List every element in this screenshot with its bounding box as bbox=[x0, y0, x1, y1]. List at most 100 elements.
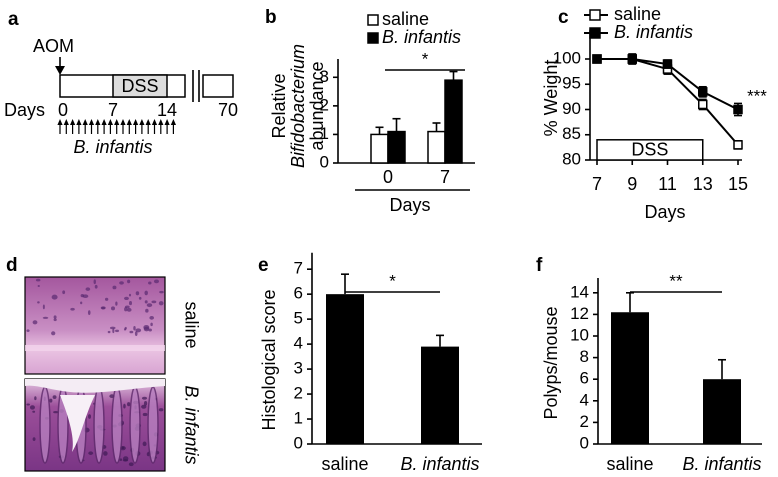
bar bbox=[387, 130, 406, 164]
x-tick-label: 0 bbox=[383, 167, 393, 187]
panel-letter: d bbox=[6, 255, 18, 276]
marker bbox=[592, 54, 602, 64]
crypt bbox=[111, 386, 123, 464]
y-tick-label: 85 bbox=[562, 124, 581, 143]
arrow-head bbox=[158, 119, 164, 125]
nucleus bbox=[62, 290, 66, 295]
day-tick: 70 bbox=[218, 100, 238, 120]
arrow-head bbox=[126, 119, 132, 125]
nucleus bbox=[32, 410, 36, 413]
nucleus bbox=[138, 296, 142, 300]
panel-letter: e bbox=[258, 255, 269, 276]
crypt bbox=[93, 386, 105, 464]
nucleus bbox=[88, 414, 92, 419]
y-tick-label: 2 bbox=[320, 95, 329, 114]
marker bbox=[733, 104, 743, 115]
nucleus bbox=[148, 328, 152, 332]
panel-letter: f bbox=[536, 255, 543, 276]
nucleus bbox=[129, 330, 134, 334]
x-tick-label: saline bbox=[606, 454, 653, 474]
x-tick-label: 9 bbox=[627, 174, 637, 194]
nucleus bbox=[26, 403, 30, 406]
x-tick-label: B. infantis bbox=[682, 454, 761, 474]
y-tick-label: 10 bbox=[570, 325, 589, 344]
nucleus bbox=[87, 310, 91, 315]
nucleus bbox=[100, 306, 106, 310]
arrow-head bbox=[120, 119, 126, 125]
nucleus bbox=[134, 331, 138, 336]
muscle-layer bbox=[25, 345, 165, 351]
y-tick-label: 3 bbox=[294, 359, 303, 378]
nucleus bbox=[127, 279, 131, 284]
significance-label: * bbox=[422, 49, 429, 68]
bar bbox=[611, 312, 649, 444]
nucleus bbox=[126, 402, 131, 407]
arrow-head bbox=[145, 119, 151, 125]
nucleus bbox=[141, 396, 148, 400]
nucleus bbox=[153, 279, 160, 284]
y-tick-label: 4 bbox=[580, 390, 589, 409]
panel-letter: c bbox=[558, 7, 569, 28]
nucleus bbox=[135, 291, 140, 296]
nucleus bbox=[109, 326, 116, 330]
nucleus bbox=[53, 318, 57, 322]
legend-swatch bbox=[367, 14, 379, 26]
significance-label: * bbox=[389, 271, 396, 290]
x-axis-label: Days bbox=[644, 202, 685, 222]
legend-swatch bbox=[367, 32, 379, 44]
arrow-head bbox=[88, 119, 95, 125]
nucleus bbox=[119, 458, 123, 461]
crypt bbox=[147, 386, 159, 464]
nucleus bbox=[49, 398, 53, 403]
nucleus bbox=[158, 301, 164, 306]
x-tick-label: 7 bbox=[592, 174, 602, 194]
nucleus bbox=[34, 396, 37, 401]
nucleus bbox=[53, 315, 57, 319]
arrow-head bbox=[82, 119, 88, 125]
nucleus bbox=[110, 306, 116, 311]
x-axis-label: Days bbox=[389, 195, 430, 215]
legend-swatch bbox=[589, 27, 601, 39]
bar bbox=[703, 379, 741, 444]
y-tick-label: 95 bbox=[562, 74, 581, 93]
treatment-label: B. infantis bbox=[73, 137, 152, 157]
days-label: Days bbox=[4, 100, 45, 120]
nucleus bbox=[115, 301, 118, 306]
nucleus bbox=[42, 316, 49, 319]
gavage-arrows bbox=[57, 119, 176, 134]
nucleus bbox=[70, 307, 75, 311]
panel-d: d saline B. infantis bbox=[6, 255, 201, 472]
x-tick-label: saline bbox=[321, 454, 368, 474]
nucleus bbox=[124, 296, 129, 301]
arrow-head bbox=[114, 119, 120, 125]
y-axis-label: Bifidobacterium bbox=[288, 44, 308, 168]
y-tick-label: 4 bbox=[294, 334, 303, 353]
day-tick: 14 bbox=[157, 100, 177, 120]
legend-label: saline bbox=[614, 4, 661, 24]
y-tick-label: 12 bbox=[570, 304, 589, 323]
x-tick-label: 7 bbox=[440, 167, 450, 187]
day-tick: 7 bbox=[108, 100, 118, 120]
lumen bbox=[25, 379, 165, 393]
nucleus bbox=[123, 403, 126, 409]
nucleus bbox=[112, 285, 117, 290]
timeline-box bbox=[202, 74, 234, 98]
y-tick-label: 5 bbox=[294, 309, 303, 328]
nucleus bbox=[141, 404, 147, 409]
nucleus bbox=[148, 281, 152, 285]
nucleus bbox=[122, 459, 129, 462]
nucleus bbox=[80, 293, 85, 298]
y-tick-label: 14 bbox=[570, 282, 589, 301]
nucleus bbox=[128, 300, 132, 306]
y-tick-label: 3 bbox=[320, 67, 329, 86]
nucleus bbox=[128, 293, 132, 297]
nucleus bbox=[123, 328, 127, 331]
nucleus bbox=[133, 326, 136, 331]
nucleus bbox=[144, 300, 148, 304]
y-axis-label: % Weight bbox=[541, 60, 561, 137]
marker bbox=[698, 99, 708, 110]
nucleus bbox=[104, 297, 109, 301]
nucleus bbox=[145, 308, 149, 313]
nucleus bbox=[53, 410, 59, 414]
